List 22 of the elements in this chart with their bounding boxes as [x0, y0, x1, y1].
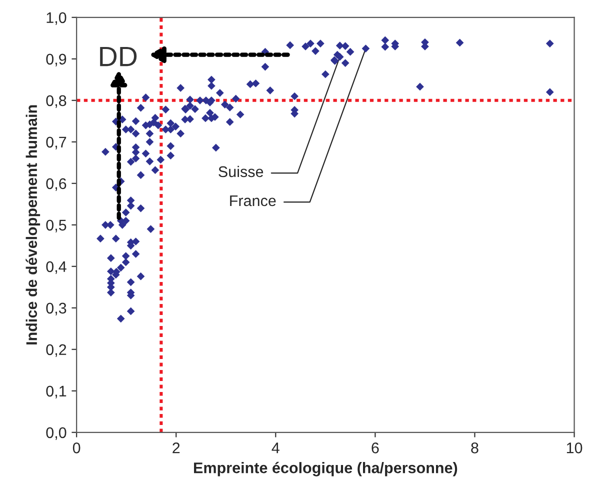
annotation: DD	[100, 46, 137, 66]
y-tick-label: 0,4	[46, 261, 66, 274]
y-tick-label: 0,6	[46, 178, 66, 191]
annotation: Suisse	[218, 166, 264, 178]
x-tick-label: 6	[372, 442, 379, 454]
x-tick-label: 10	[566, 442, 582, 454]
x-tick-label: 0	[72, 442, 80, 454]
x-tick-label: 8	[471, 442, 478, 454]
annotation: France	[230, 196, 276, 206]
y-tick-label: 0,0	[46, 427, 66, 440]
x-tick-label: 2	[172, 442, 180, 454]
y-axis-title: Indice de développement humain	[26, 105, 40, 344]
y-tick-label: 0,3	[46, 302, 66, 316]
y-tick-label: 1,0	[46, 12, 66, 25]
y-tick-label: 0,9	[46, 54, 66, 66]
x-axis-title: Empreinte écologique (ha/personne)	[194, 462, 458, 476]
y-tick-label: 0,2	[46, 344, 66, 357]
y-tick-label: 0,5	[46, 220, 66, 232]
y-tick-label: 0,1	[46, 386, 66, 398]
x-tick-label: 4	[272, 442, 280, 454]
y-tick-label: 0,8	[46, 95, 66, 108]
y-tick-label: 0,7	[46, 136, 66, 150]
